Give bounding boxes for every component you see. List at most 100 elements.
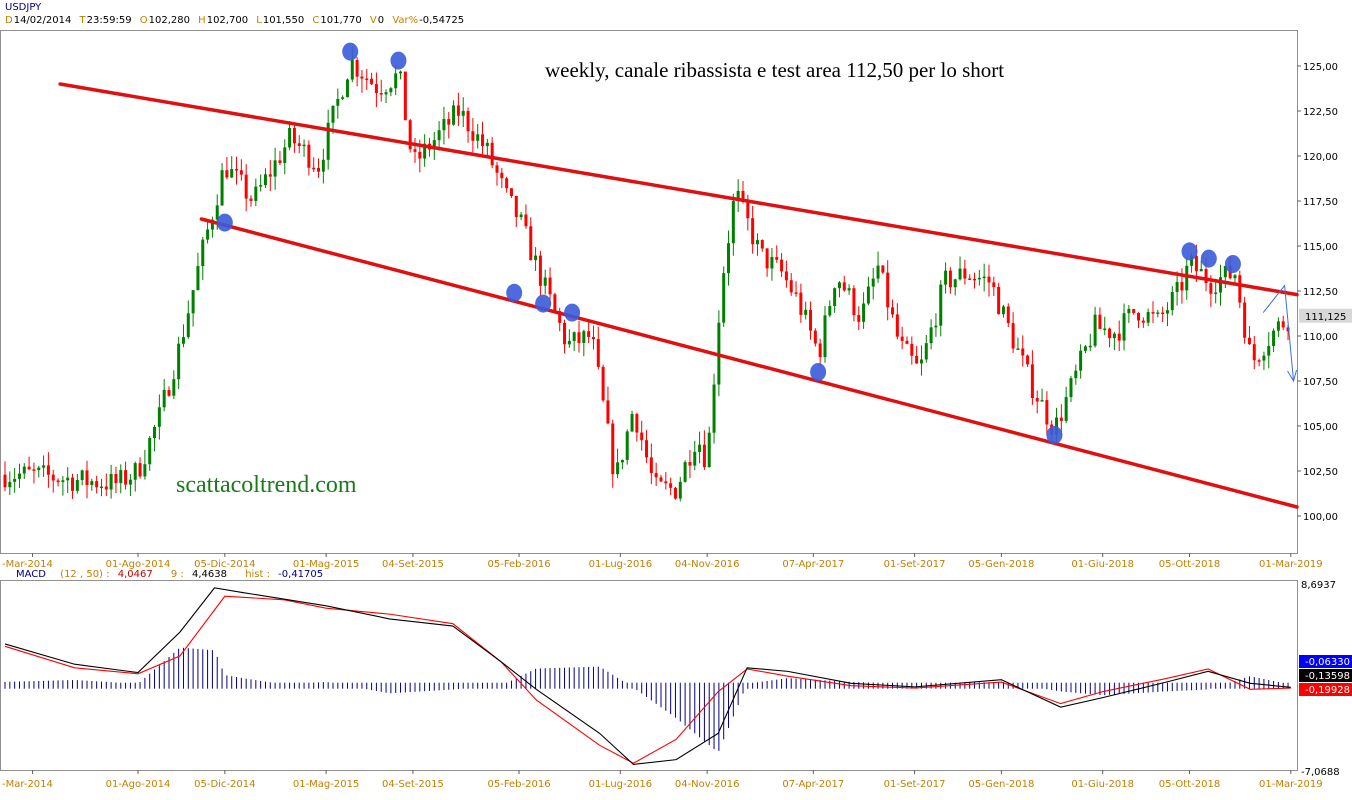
candle-body xyxy=(1252,344,1256,361)
candle-body xyxy=(509,188,513,197)
candle-body xyxy=(1272,330,1276,347)
candle-body xyxy=(447,119,451,125)
candle-body xyxy=(244,174,248,199)
candle-body xyxy=(1006,306,1010,324)
candle-body xyxy=(659,477,663,482)
price-y-tick-label: 100,00 xyxy=(1303,512,1338,523)
symbol-label: USDJPY xyxy=(5,2,42,13)
candle-body xyxy=(297,143,301,147)
macd-x-tick-label: 05-Ott-2018 xyxy=(1159,779,1220,790)
candle-body xyxy=(563,322,567,345)
candles-group xyxy=(3,46,1290,502)
candle-body xyxy=(374,84,378,94)
candle-body xyxy=(611,423,615,475)
candle-body xyxy=(331,105,335,123)
candle-body xyxy=(42,465,46,468)
candle-body xyxy=(210,219,214,230)
close-key: C xyxy=(312,15,320,26)
candle-body xyxy=(601,366,605,401)
candle-body xyxy=(582,331,586,343)
last-price-tag: 111,125 xyxy=(1305,312,1346,323)
candle-body xyxy=(1122,313,1126,341)
candle-body xyxy=(770,257,774,269)
candle-body xyxy=(1165,310,1169,314)
candle-body xyxy=(895,314,899,337)
candle-body xyxy=(905,340,909,344)
candle-body xyxy=(852,288,856,316)
candle-body xyxy=(963,268,967,279)
candle-body xyxy=(254,186,258,201)
candle-body xyxy=(153,426,157,439)
candle-body xyxy=(919,359,923,364)
candle-body xyxy=(645,440,649,458)
macd-header: MACD (12 , 50) : 4,0467 9 : 4,4638 hist … xyxy=(16,569,324,580)
candle-body xyxy=(664,481,668,484)
candle-body xyxy=(1021,348,1025,356)
candle-body xyxy=(1083,346,1087,351)
candle-body xyxy=(485,142,489,147)
candle-body xyxy=(1276,321,1280,331)
candle-body xyxy=(302,144,306,147)
channel-touch-marker xyxy=(506,283,523,302)
channel-touch-marker xyxy=(1181,242,1198,261)
candle-body xyxy=(939,284,943,326)
macd-value-tag-bg xyxy=(1299,683,1352,696)
macd-signal-line xyxy=(4,595,1291,764)
candle-body xyxy=(326,122,330,160)
candle-body xyxy=(384,92,388,95)
macd-name: MACD xyxy=(16,569,46,580)
candle-body xyxy=(413,149,417,152)
candle-body xyxy=(1045,400,1049,425)
date-key: D xyxy=(5,15,13,26)
candle-body xyxy=(461,110,465,116)
candle-body xyxy=(249,198,253,201)
candle-body xyxy=(606,400,610,424)
candle-body xyxy=(727,243,731,274)
candle-body xyxy=(437,130,441,141)
macd-value-tag: -0,13598 xyxy=(1305,671,1350,682)
candle-body xyxy=(1209,283,1213,294)
candle-body xyxy=(1257,360,1261,362)
candle-body xyxy=(292,127,296,144)
candle-body xyxy=(857,315,861,322)
candle-body xyxy=(1040,400,1044,402)
price-y-tick-label: 107,50 xyxy=(1303,377,1338,388)
candle-body xyxy=(982,276,986,279)
candle-body xyxy=(558,311,562,323)
channel-touch-marker xyxy=(342,42,359,61)
candle-body xyxy=(442,119,446,131)
channel-touch-marker xyxy=(810,363,827,381)
candle-body xyxy=(519,214,523,218)
candle-body xyxy=(1267,346,1271,356)
candle-body xyxy=(273,160,277,177)
candle-body xyxy=(514,196,518,218)
candle-body xyxy=(1030,364,1034,399)
candle-body xyxy=(862,303,866,322)
candle-body xyxy=(1146,312,1150,323)
candle-body xyxy=(177,343,181,380)
channel-touch-marker xyxy=(564,303,581,322)
candle-body xyxy=(235,169,239,171)
macd-x-tick-label: 04-Nov-2016 xyxy=(675,779,740,790)
candle-body xyxy=(524,214,528,227)
macd-value: 4,0467 xyxy=(117,569,153,580)
macd-panel-frame xyxy=(0,580,1298,771)
candle-body xyxy=(683,462,687,482)
candle-body xyxy=(230,169,234,178)
candle-body xyxy=(32,469,36,471)
candle-body xyxy=(669,483,673,488)
candle-body xyxy=(1098,314,1102,329)
macd-hist-value: -0,41705 xyxy=(278,569,324,580)
candle-body xyxy=(466,110,470,132)
candle-body xyxy=(317,167,321,172)
candle-body xyxy=(712,384,716,433)
candle-body xyxy=(987,276,991,283)
candle-body xyxy=(910,343,914,356)
candle-body xyxy=(109,473,113,490)
candle-body xyxy=(389,88,393,93)
upper-channel-line xyxy=(58,82,1299,297)
candle-body xyxy=(196,266,200,291)
candle-body xyxy=(572,332,576,341)
